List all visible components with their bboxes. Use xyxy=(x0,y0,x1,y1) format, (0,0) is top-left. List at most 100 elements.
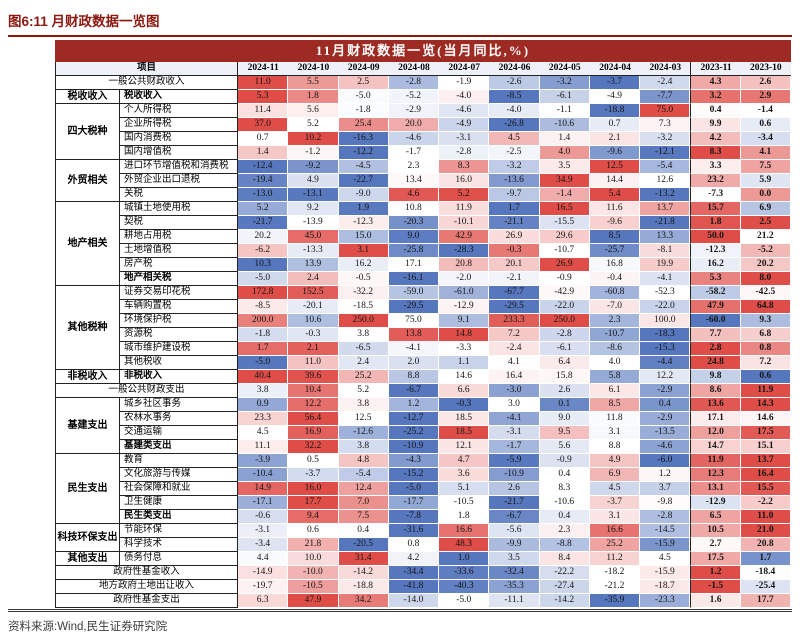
value-cell: 1.8 xyxy=(288,90,339,104)
value-cell: 3.8 xyxy=(338,440,389,454)
value-cell: -0.6 xyxy=(238,510,289,524)
row-label: 卫生健康 xyxy=(120,496,238,510)
value-cell: 6.5 xyxy=(690,510,741,524)
value-cell: -9.7 xyxy=(489,188,540,202)
row-label: 城乡社区事务 xyxy=(120,398,238,412)
value-cell: -10.9 xyxy=(489,468,540,482)
value-cell: -13.6 xyxy=(489,174,540,188)
value-cell: -0.9 xyxy=(539,272,590,286)
value-cell: 1.2 xyxy=(640,468,691,482)
value-cell: 25.2 xyxy=(589,538,641,552)
column-header: 2023-10 xyxy=(740,62,791,76)
value-cell: -3.2 xyxy=(640,132,691,146)
value-cell: 5.2 xyxy=(288,118,339,132)
value-cell: 17.5 xyxy=(690,552,741,566)
value-cell: -18.8 xyxy=(338,580,389,594)
value-cell: 0.1 xyxy=(539,398,590,412)
value-cell: -41.8 xyxy=(388,580,440,594)
value-cell: -27.4 xyxy=(539,580,590,594)
value-cell: 3.1 xyxy=(589,510,641,524)
value-cell: -12.3 xyxy=(690,244,741,258)
row-label: 文化旅游与传媒 xyxy=(120,468,238,482)
value-cell: -42.9 xyxy=(539,286,590,300)
value-cell: -0.3 xyxy=(439,398,490,412)
value-cell: 0.4 xyxy=(539,468,590,482)
value-cell: 11.0 xyxy=(238,76,289,90)
value-cell: -23.3 xyxy=(640,594,691,608)
value-cell: -58.2 xyxy=(690,286,741,300)
value-cell: 1.4 xyxy=(238,146,289,160)
value-cell: -2.8 xyxy=(439,146,490,160)
value-cell: 1.8 xyxy=(439,510,490,524)
value-cell: 24.8 xyxy=(690,356,741,370)
value-cell: -32.2 xyxy=(338,286,389,300)
value-cell: 50.0 xyxy=(690,230,741,244)
value-cell: 18.5 xyxy=(439,412,490,426)
row-group-label: 其他支出 xyxy=(56,552,120,566)
value-cell: 4.1 xyxy=(489,356,540,370)
value-cell: -59.0 xyxy=(388,286,440,300)
value-cell: -13.1 xyxy=(288,188,339,202)
value-cell: -35.3 xyxy=(489,580,540,594)
value-cell: 9.3 xyxy=(740,314,791,328)
value-cell: -0.5 xyxy=(338,272,389,286)
value-cell: 1.0 xyxy=(439,552,490,566)
value-cell: 75.0 xyxy=(640,104,691,118)
value-cell: -5.4 xyxy=(338,468,389,482)
value-cell: 0.7 xyxy=(589,118,641,132)
value-cell: 21.8 xyxy=(288,538,339,552)
value-cell: -5.0 xyxy=(238,272,289,286)
value-cell: 2.6 xyxy=(539,384,590,398)
value-cell: 16.8 xyxy=(589,258,641,272)
value-cell: -10.7 xyxy=(589,328,641,342)
value-cell: 0.6 xyxy=(288,524,339,538)
value-cell: -10.4 xyxy=(238,468,289,482)
value-cell: -21.8 xyxy=(640,216,691,230)
value-cell: 9.0 xyxy=(539,412,590,426)
value-cell: -34.4 xyxy=(388,566,440,580)
row-label: 环境保护税 xyxy=(120,314,238,328)
value-cell: 4.2 xyxy=(388,552,440,566)
value-cell: 5.3 xyxy=(690,272,741,286)
value-cell: -1.7 xyxy=(489,440,540,454)
value-cell: 13.9 xyxy=(288,258,339,272)
value-cell: -21.1 xyxy=(489,216,540,230)
value-cell: -31.6 xyxy=(388,524,440,538)
value-cell: 16.0 xyxy=(288,482,339,496)
value-cell: -8.6 xyxy=(589,342,641,356)
value-cell: -0.3 xyxy=(288,328,339,342)
value-cell: -3.9 xyxy=(238,454,289,468)
row-label: 个人所得税 xyxy=(120,104,238,118)
row-label: 一般公共财政支出 xyxy=(56,384,238,398)
value-cell: 34.2 xyxy=(338,594,389,608)
value-cell: 32.2 xyxy=(288,440,339,454)
row-label: 科学技术 xyxy=(120,538,238,552)
value-cell: -3.7 xyxy=(589,496,641,510)
value-cell: -29.5 xyxy=(489,300,540,314)
value-cell: -60.8 xyxy=(589,286,641,300)
value-cell: 11.2 xyxy=(589,552,641,566)
value-cell: -61.0 xyxy=(439,286,490,300)
row-group-label: 科技环保支出 xyxy=(56,524,120,552)
value-cell: 2.3 xyxy=(539,524,590,538)
value-cell: -13.2 xyxy=(640,188,691,202)
value-cell: -6.7 xyxy=(388,384,440,398)
value-cell: -5.4 xyxy=(640,160,691,174)
value-cell: 8.3 xyxy=(439,160,490,174)
value-cell: 5.9 xyxy=(740,174,791,188)
value-cell: 13.3 xyxy=(640,230,691,244)
value-cell: -1.7 xyxy=(388,146,440,160)
value-cell: -3.3 xyxy=(439,342,490,356)
value-cell: 5.6 xyxy=(539,440,590,454)
value-cell: 2.4 xyxy=(288,272,339,286)
value-cell: -22.0 xyxy=(539,300,590,314)
value-cell: 1.2 xyxy=(388,398,440,412)
value-cell: 31.4 xyxy=(338,552,389,566)
value-cell: 9.4 xyxy=(288,510,339,524)
value-cell: -2.4 xyxy=(640,76,691,90)
value-cell: -26.8 xyxy=(489,118,540,132)
value-cell: -12.2 xyxy=(338,146,389,160)
row-label: 车辆购置税 xyxy=(120,300,238,314)
value-cell: -14.2 xyxy=(539,594,590,608)
value-cell: 3.8 xyxy=(238,384,289,398)
